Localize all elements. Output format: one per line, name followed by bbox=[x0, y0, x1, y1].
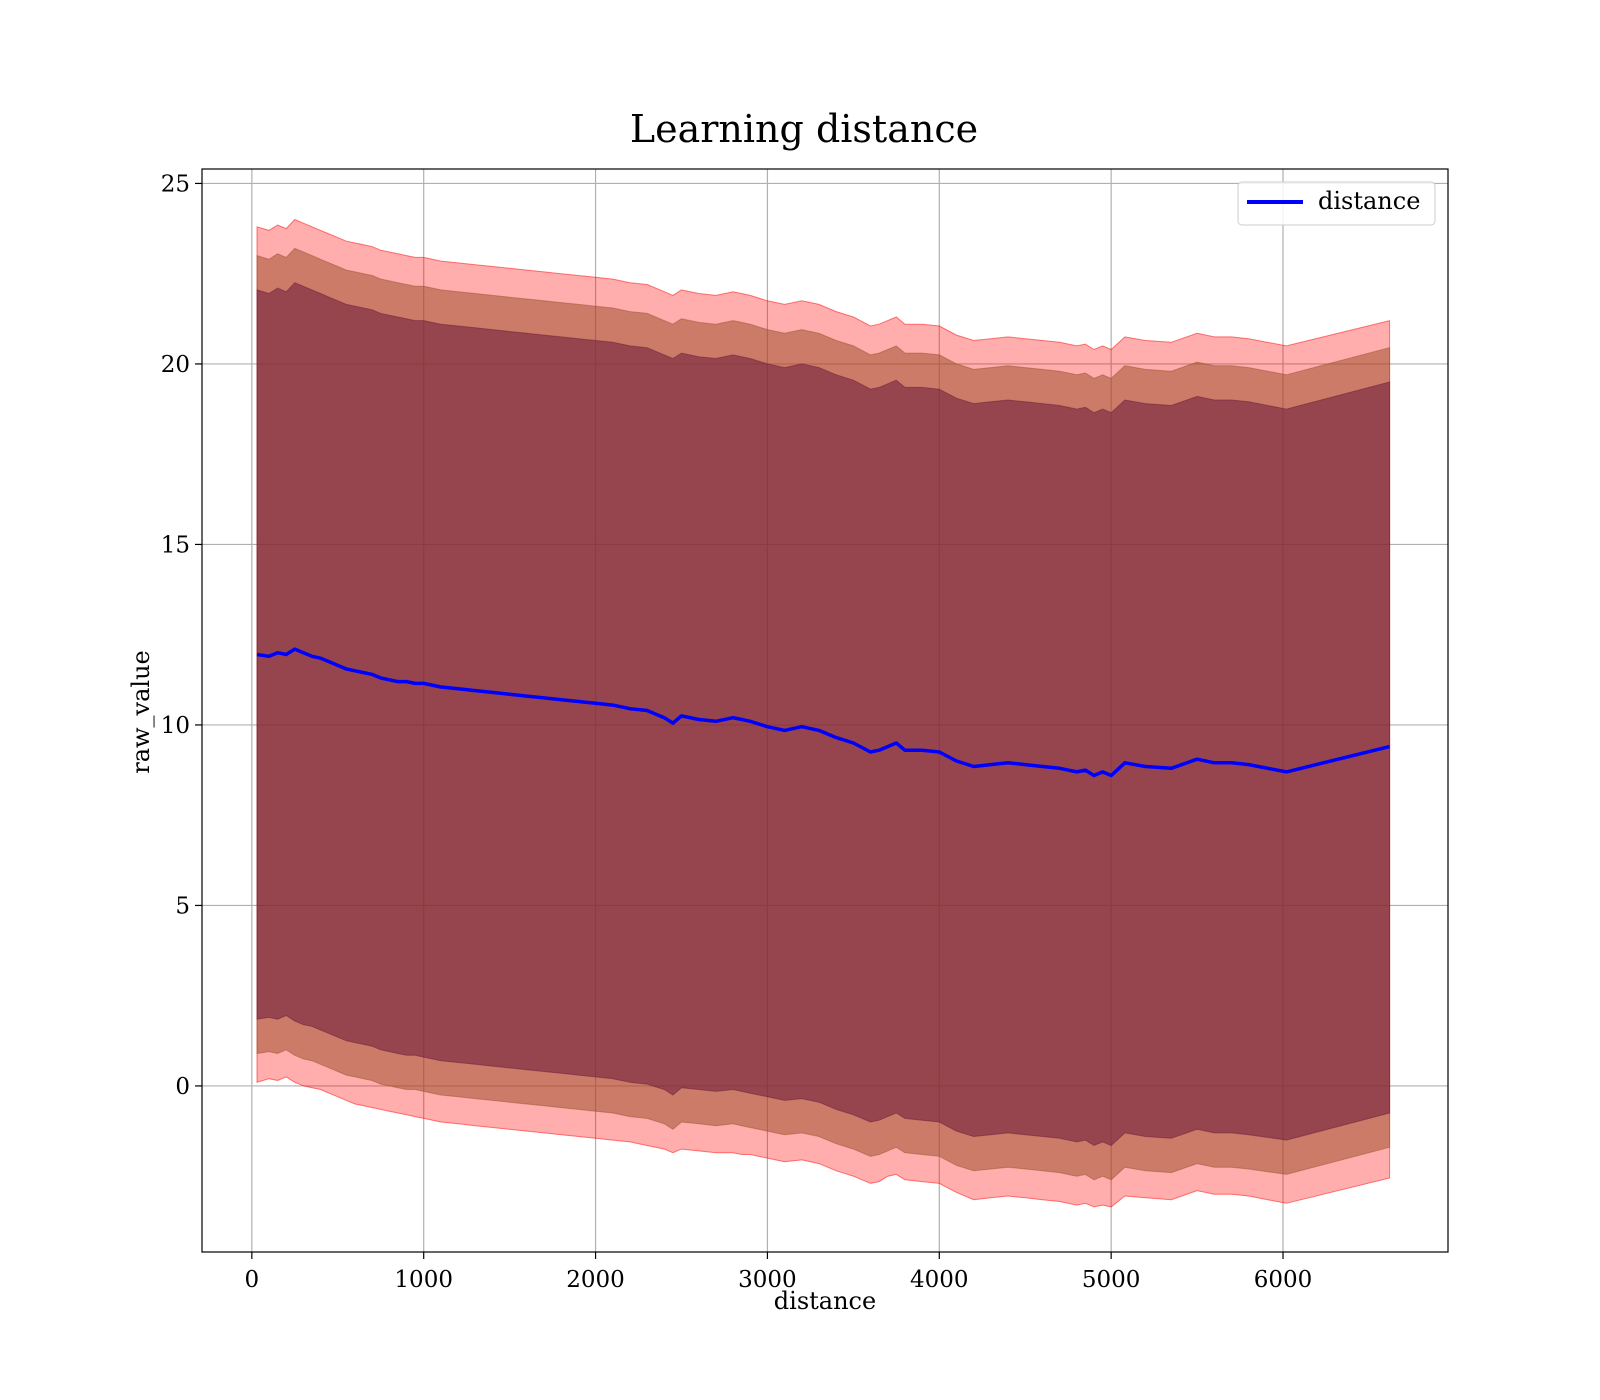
y-tick-label: 20 bbox=[161, 352, 190, 378]
x-tick-label: 5000 bbox=[1082, 1267, 1141, 1293]
y-tick-label: 0 bbox=[175, 1074, 190, 1100]
y-tick-label: 5 bbox=[175, 893, 190, 919]
y-tick-label: 10 bbox=[161, 713, 190, 739]
legend-label-distance: distance bbox=[1318, 187, 1420, 215]
band-inner bbox=[257, 283, 1390, 1146]
y-tick-label: 15 bbox=[161, 532, 190, 558]
x-axis-label: distance bbox=[774, 1287, 876, 1315]
confidence-bands bbox=[257, 220, 1390, 1207]
chart-title: Learning distance bbox=[630, 107, 978, 151]
legend: distance bbox=[1238, 182, 1435, 225]
x-tick-label: 2000 bbox=[566, 1267, 625, 1293]
x-tick-label: 1000 bbox=[394, 1267, 453, 1293]
x-tick-label: 0 bbox=[245, 1267, 260, 1293]
y-tick-label: 25 bbox=[161, 171, 190, 197]
x-tick-label: 6000 bbox=[1254, 1267, 1313, 1293]
x-tick-label: 4000 bbox=[910, 1267, 969, 1293]
y-axis-label: raw_value bbox=[127, 650, 155, 774]
